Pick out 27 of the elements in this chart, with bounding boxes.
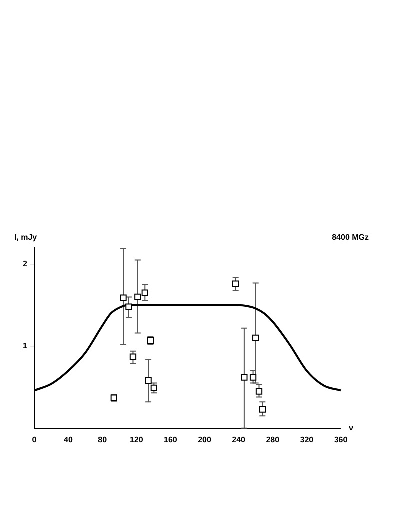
x-tick-label: 160 [164, 435, 178, 444]
x-tick-label: 320 [300, 435, 314, 444]
point [145, 378, 152, 384]
x-tick-label: 0 [32, 435, 38, 444]
point [126, 304, 132, 310]
x-tick-label: 40 [64, 435, 74, 444]
y-tick-label: 1 [22, 342, 28, 351]
chart-title: 8400 MGz [332, 233, 369, 242]
point [259, 406, 266, 413]
x-tick-label: 120 [130, 435, 144, 444]
point [120, 294, 127, 302]
point [232, 280, 240, 288]
y-axis-title: I, mJy [14, 233, 38, 242]
point [250, 374, 257, 381]
point [130, 354, 137, 360]
point [252, 334, 260, 342]
point [256, 388, 263, 395]
y-tick-label: 2 [22, 260, 28, 269]
point [142, 290, 148, 296]
x-tick-label: 240 [232, 435, 246, 444]
x-tick-label: 80 [98, 435, 108, 444]
x-tick-label: 280 [266, 435, 280, 444]
point [241, 374, 248, 381]
point [134, 294, 142, 301]
x-axis-title: ν [349, 423, 354, 432]
x-tick-label: 200 [198, 435, 212, 444]
x-tick-label: 360 [334, 435, 348, 444]
